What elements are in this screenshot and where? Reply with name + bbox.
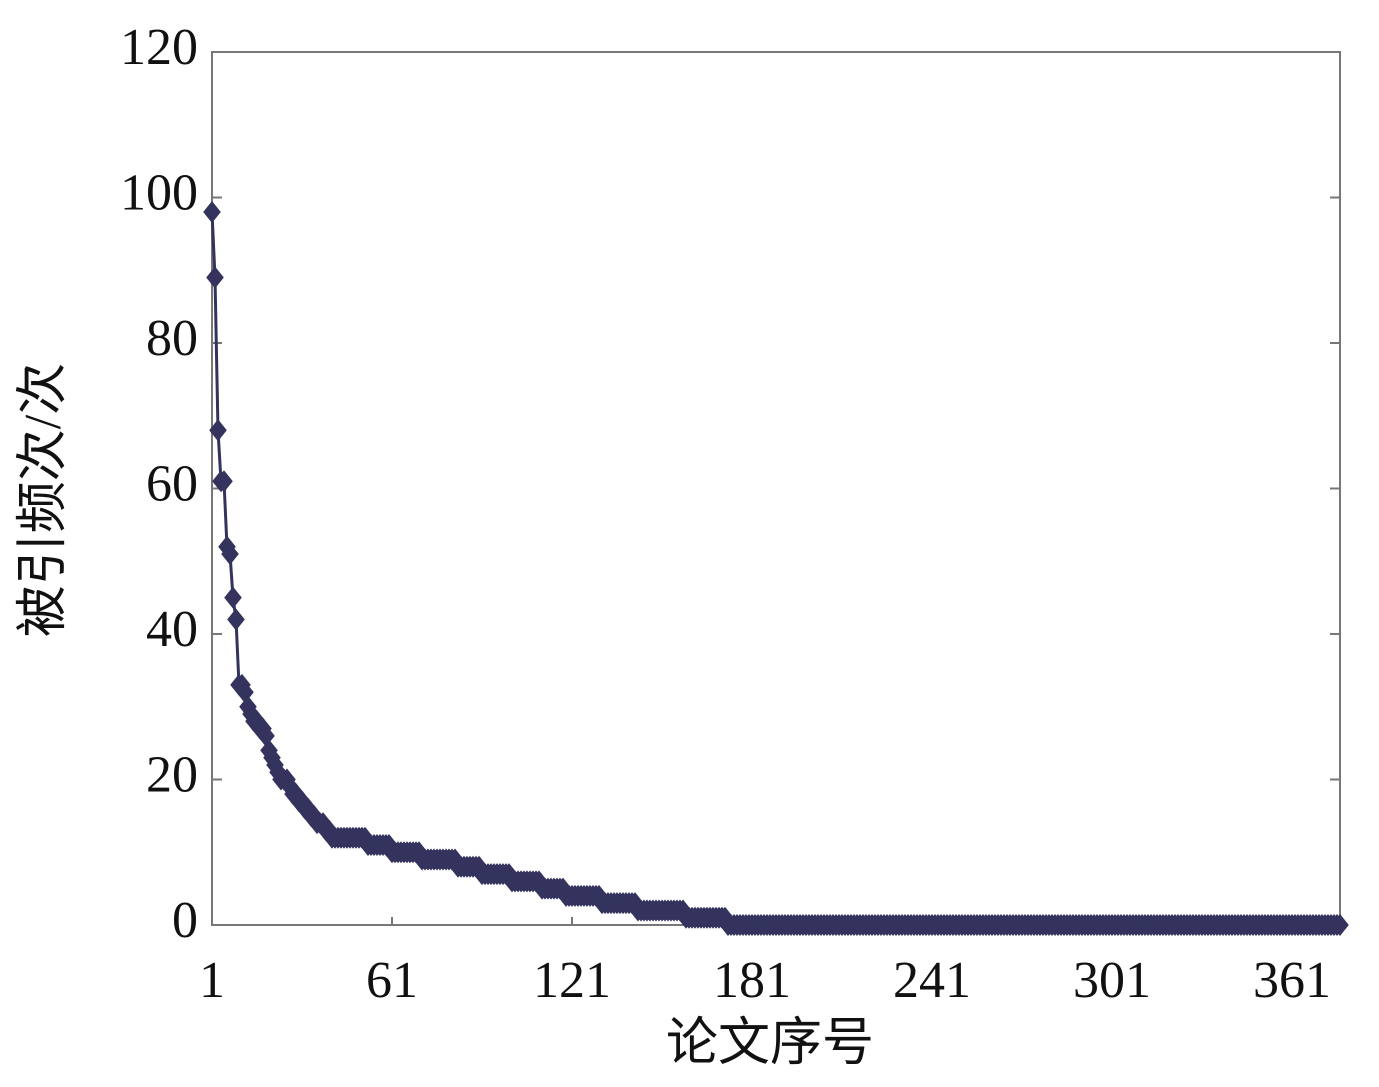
x-axis-label: 论文序号	[666, 1015, 874, 1072]
data-point	[674, 899, 692, 922]
x-tick-label: 181	[713, 952, 791, 1009]
x-tick-label: 241	[893, 952, 971, 1009]
x-tick-label: 1	[199, 952, 225, 1009]
data-point	[1331, 914, 1349, 936]
data-point	[203, 201, 221, 224]
y-tick-label: 60	[146, 455, 198, 512]
data-point	[221, 542, 239, 565]
x-tick-label: 121	[533, 952, 611, 1009]
y-tick-label: 100	[120, 164, 198, 221]
y-tick-label: 40	[146, 601, 198, 658]
data-point	[500, 863, 518, 886]
y-tick-label: 80	[146, 310, 198, 367]
series-line	[210, 211, 1340, 927]
data-point	[590, 884, 608, 907]
plot-frame	[211, 51, 1341, 926]
data-point	[215, 470, 233, 493]
y-tick-label: 120	[120, 19, 198, 76]
x-tick-label: 301	[1073, 952, 1151, 1009]
data-point	[206, 266, 224, 289]
data-point	[224, 586, 242, 609]
y-axis-label: 被引频次/次	[15, 363, 72, 637]
y-tick-label: 20	[146, 746, 198, 803]
data-point	[626, 892, 644, 915]
data-point	[554, 877, 572, 900]
data-point	[530, 870, 548, 893]
data-point	[227, 608, 245, 631]
x-tick-label: 61	[366, 952, 418, 1009]
data-point	[716, 906, 734, 929]
x-tick-label: 361	[1253, 952, 1331, 1009]
data-point	[209, 419, 227, 442]
y-tick-label: 0	[172, 892, 198, 949]
